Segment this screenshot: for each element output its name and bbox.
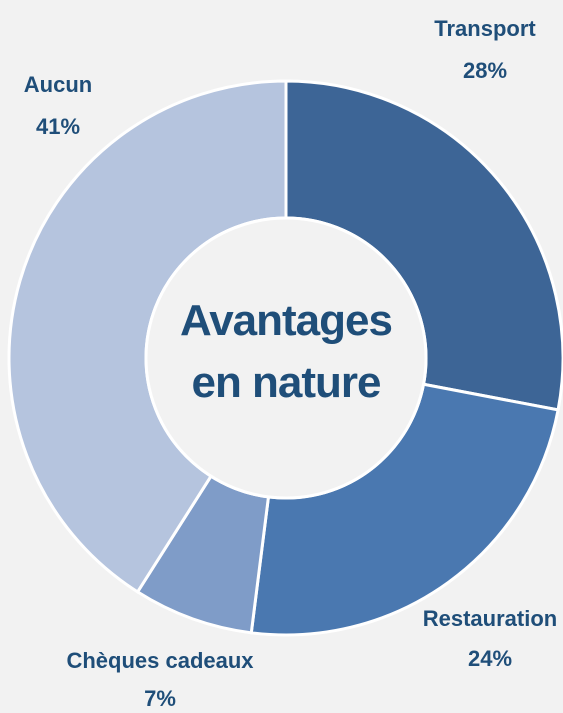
value-label: 28% — [463, 58, 507, 83]
value-label: 41% — [36, 114, 80, 139]
category-label: Transport — [434, 16, 536, 41]
value-label: 24% — [468, 646, 512, 671]
category-label: Chèques cadeaux — [66, 648, 254, 673]
category-label: Restauration — [423, 606, 557, 631]
value-label: 7% — [144, 686, 176, 711]
chart-title: Avantages en nature — [180, 296, 393, 407]
category-label: Aucun — [24, 72, 92, 97]
donut-hole — [144, 216, 428, 500]
